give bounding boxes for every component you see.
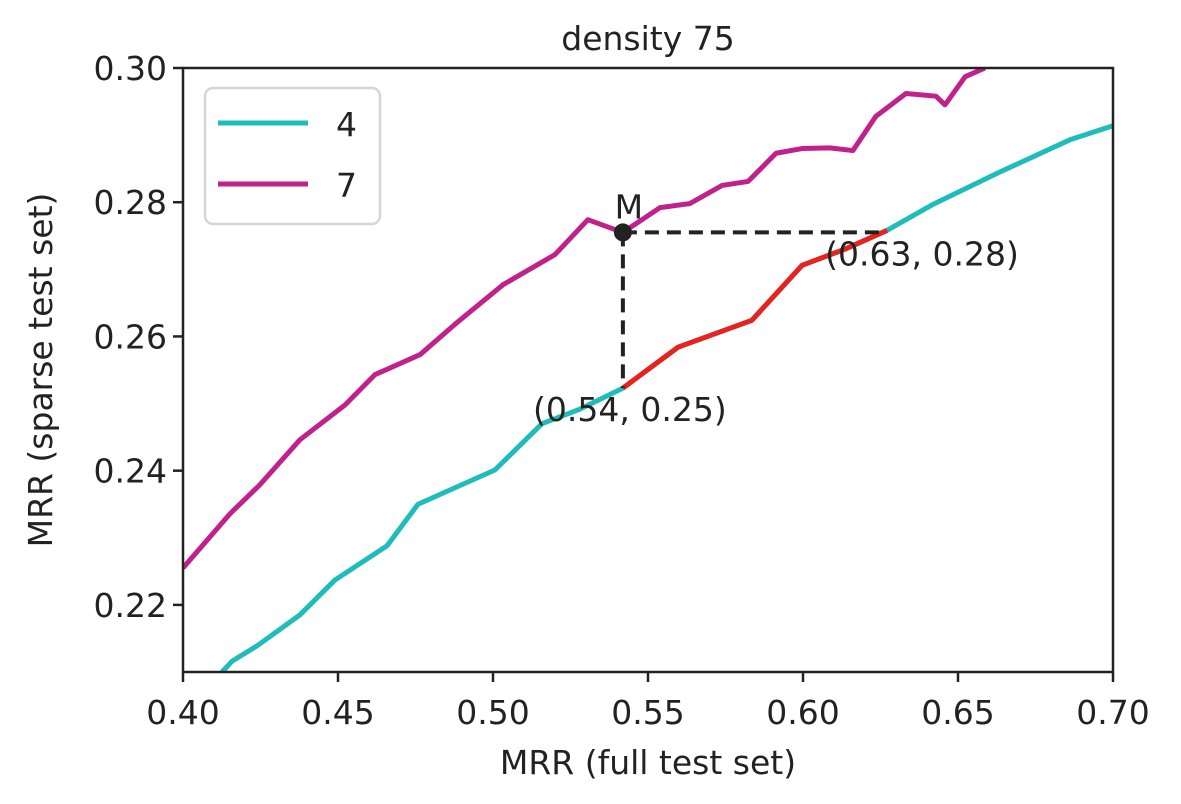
y-axis-label: MRR (sparse test set) (21, 193, 60, 548)
point-right-label: (0.63, 0.28) (825, 234, 1019, 273)
plot-lines (183, 68, 1113, 672)
x-tick-label: 0.40 (146, 693, 219, 732)
y-tick-label: 0.22 (94, 586, 167, 625)
point-low-label: (0.54, 0.25) (533, 390, 727, 429)
y-tick-label: 0.28 (94, 183, 167, 222)
point-m-marker (613, 223, 632, 242)
x-tick-label: 0.70 (1076, 693, 1149, 732)
point-m-label: M (615, 187, 643, 226)
y-tick-label: 0.26 (94, 317, 167, 356)
y-tick-label: 0.30 (94, 49, 167, 88)
x-tick-label: 0.65 (921, 693, 994, 732)
legend: 4 7 (203, 86, 382, 226)
x-tick-label: 0.50 (456, 693, 529, 732)
legend-label-4: 4 (336, 105, 357, 144)
x-tick-label: 0.60 (766, 693, 839, 732)
series-line-7 (183, 68, 986, 570)
annotations: M (0.54, 0.25) (0.63, 0.28) (533, 187, 1019, 429)
y-tick-label: 0.24 (94, 452, 167, 491)
legend-label-7: 7 (336, 166, 357, 205)
series-line-4 (220, 123, 1113, 672)
x-tick-label: 0.55 (611, 693, 684, 732)
highlight-segment (621, 228, 889, 391)
y-axis-ticks: 0.22 0.24 0.26 0.28 0.30 (94, 49, 183, 625)
x-axis-ticks: 0.40 0.45 0.50 0.55 0.60 0.65 0.70 (146, 672, 1150, 732)
x-tick-label: 0.45 (301, 693, 374, 732)
x-axis-label: MRR (full test set) (500, 743, 796, 782)
chart-title: density 75 (561, 19, 734, 58)
